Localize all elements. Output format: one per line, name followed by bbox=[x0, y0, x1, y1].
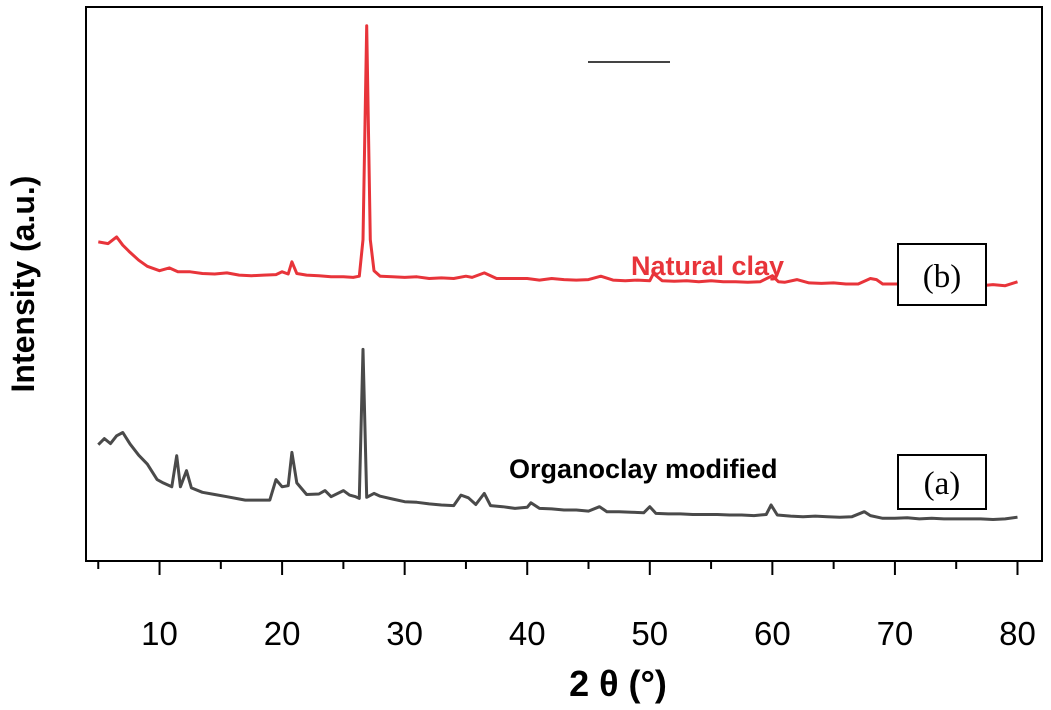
x-axis-tick-labels: 10 20 30 40 50 60 70 80 bbox=[141, 615, 1036, 652]
plot-frame bbox=[85, 6, 1043, 562]
series-label-organoclay: Organoclay modified bbox=[509, 454, 778, 484]
x-tick-label: 20 bbox=[264, 615, 301, 652]
x-axis-title: 2 θ (°) bbox=[569, 663, 667, 704]
series-line-natural-clay bbox=[98, 24, 1018, 288]
series-label-natural-clay: Natural clay bbox=[631, 251, 784, 281]
x-tick-label: 70 bbox=[877, 615, 914, 652]
x-axis-ticks bbox=[97, 561, 1019, 575]
series-lines bbox=[97, 24, 1018, 521]
x-tick-label: 40 bbox=[509, 615, 546, 652]
tag-label-a: (a) bbox=[924, 466, 961, 502]
y-axis-title: Intensity (a.u.) bbox=[5, 176, 41, 393]
x-tick-label: 50 bbox=[631, 615, 668, 652]
tag-box-b bbox=[897, 243, 987, 306]
x-tick-label: 80 bbox=[999, 615, 1036, 652]
series-line-organoclay bbox=[97, 347, 1018, 521]
tag-box-a bbox=[897, 454, 987, 510]
tag-label-b: (b) bbox=[923, 259, 961, 295]
x-tick-label: 30 bbox=[386, 615, 423, 652]
x-tick-label: 60 bbox=[754, 615, 791, 652]
x-tick-label: 10 bbox=[141, 615, 178, 652]
